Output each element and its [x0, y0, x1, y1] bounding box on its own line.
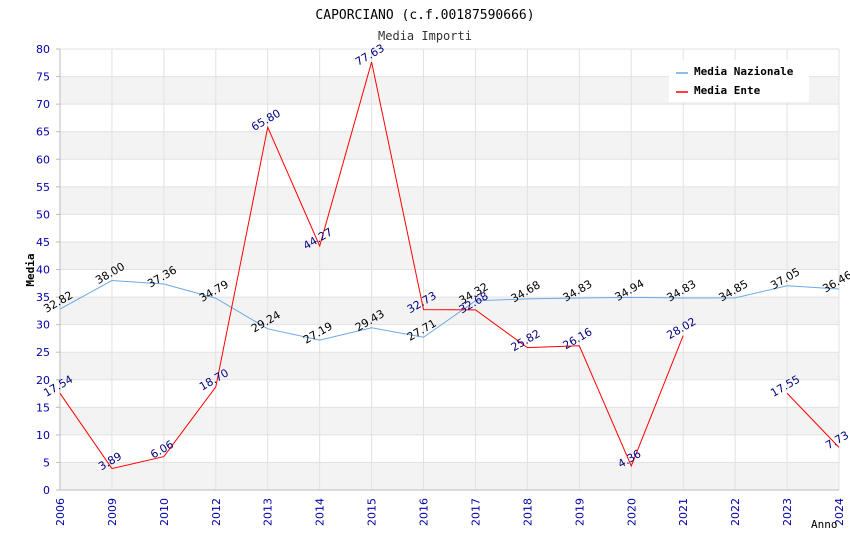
data-label-ente: 26.16	[561, 325, 595, 352]
x-tick-label: 2024	[833, 498, 846, 526]
legend-box	[669, 60, 809, 102]
y-tick-label: 45	[36, 236, 50, 249]
y-tick-label: 0	[43, 484, 50, 497]
y-tick-label: 15	[36, 401, 50, 414]
x-tick-label: 2013	[262, 498, 275, 526]
y-tick-labels: 0 5 10 15 20 25 30 35 40 45 50 55 60 65 70 75 80	[36, 43, 50, 497]
series-line-media-nazionale	[59, 280, 840, 341]
x-tick-label: 2019	[573, 498, 586, 526]
legend: Media Nazionale Media Ente	[669, 60, 809, 102]
background-band	[60, 241, 839, 270]
legend-label-nazionale: Media Nazionale	[694, 65, 794, 78]
background-band	[60, 131, 839, 160]
y-tick-label: 60	[36, 153, 50, 166]
y-tick-label: 70	[36, 98, 50, 111]
y-tick-label: 20	[36, 374, 50, 387]
x-tick-label: 2018	[521, 498, 534, 526]
y-tick-label: 75	[36, 71, 50, 84]
chart-title: CAPORCIANO (c.f.00187590666)	[315, 8, 534, 23]
chart-subtitle: Media Importi	[378, 29, 472, 43]
gridlines	[59, 48, 840, 491]
x-tick-label: 2016	[418, 498, 431, 526]
y-tick-label: 30	[36, 319, 50, 332]
x-tick-label: 2022	[729, 498, 742, 526]
y-tick-label: 55	[36, 181, 50, 194]
axes	[56, 48, 839, 491]
x-tick-label: 2023	[781, 498, 794, 526]
background-band	[60, 352, 839, 380]
y-axis-label: Media	[24, 253, 37, 286]
y-tick-label: 5	[43, 456, 50, 469]
x-tick-labels: 2006 2009 2010 2012 2013 2014 2015 2016 2017 2018…	[54, 498, 846, 526]
data-label-ente: 6.06	[148, 438, 176, 462]
y-tick-label: 80	[36, 43, 50, 56]
data-label-ente: 65.80	[249, 107, 283, 134]
series-lines	[59, 61, 840, 470]
data-label-nazionale: 36.46	[820, 268, 850, 295]
y-tick-label: 35	[36, 291, 50, 304]
background-bands	[60, 76, 839, 490]
x-tick-label: 2012	[210, 498, 223, 526]
y-tick-label: 10	[36, 429, 50, 442]
x-tick-label: 2009	[106, 498, 119, 526]
x-tick-label: 2015	[366, 498, 379, 526]
x-tick-label: 2010	[158, 498, 171, 526]
background-band	[60, 462, 839, 490]
data-label-ente: 25.82	[509, 327, 543, 354]
y-tick-label: 65	[36, 126, 50, 139]
y-tick-label: 40	[36, 264, 50, 277]
x-tick-label: 2017	[469, 498, 482, 526]
y-tick-label: 50	[36, 208, 50, 221]
series-line-media-ente	[59, 61, 840, 470]
data-label-ente: 77.63	[353, 42, 387, 69]
x-tick-label: 2021	[677, 498, 690, 526]
y-tick-label: 25	[36, 346, 50, 359]
x-axis-label: Anno	[811, 518, 838, 531]
background-band	[60, 186, 839, 215]
legend-label-ente: Media Ente	[694, 84, 761, 97]
x-tick-label: 2020	[625, 498, 638, 526]
background-band	[60, 407, 839, 435]
x-tick-label: 2014	[314, 498, 327, 526]
x-tick-label: 2006	[54, 498, 67, 526]
background-band	[60, 297, 839, 325]
